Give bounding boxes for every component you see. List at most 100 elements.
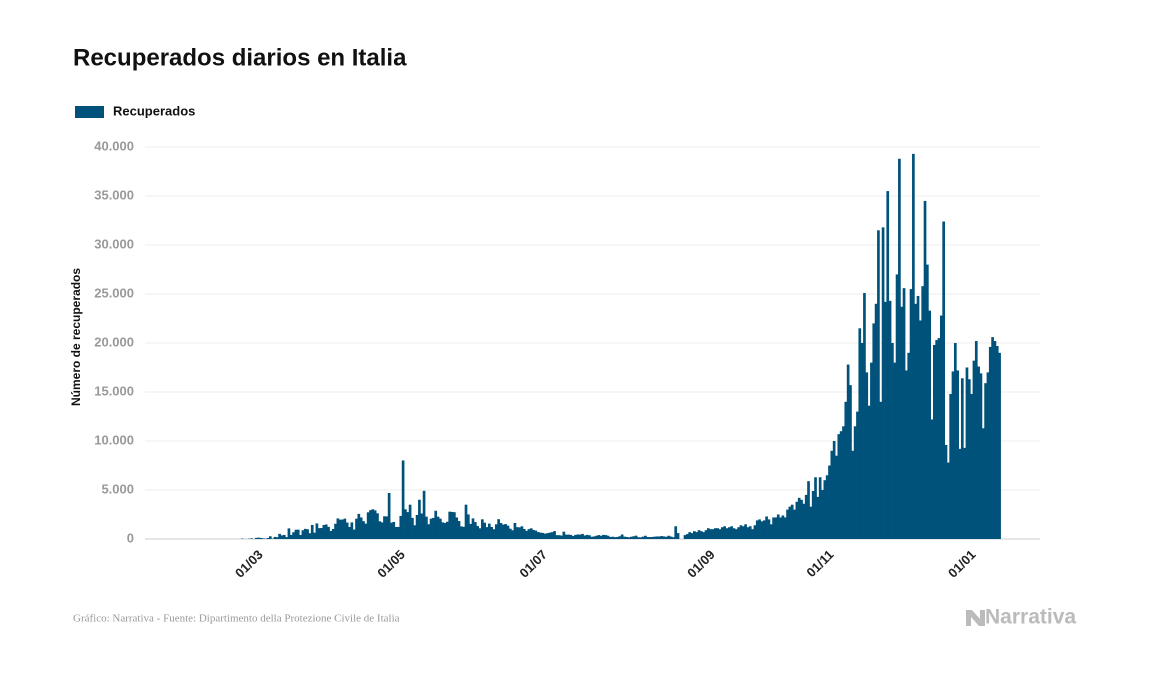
bar [376,513,379,539]
y-tick-label: 20.000 [94,334,134,349]
bar [541,532,545,539]
bar [755,520,759,539]
bar [581,533,584,539]
bar [779,517,782,539]
bar [292,532,295,539]
bar [380,522,384,539]
bar [974,341,978,539]
bar [289,534,293,539]
bar [599,535,603,539]
bar [884,301,887,539]
bar [308,533,312,539]
bar [467,514,470,539]
bar [415,514,419,539]
bar [748,526,752,539]
bar [250,538,253,539]
bar [762,520,766,539]
legend-swatch [75,106,104,118]
bar [480,519,484,539]
bar [630,536,633,539]
bar [790,504,794,539]
bar [261,538,265,539]
bar [718,529,722,539]
bar [998,352,1001,539]
bar [651,536,654,539]
bar [916,295,920,539]
bar [455,517,459,539]
bar [856,411,859,539]
bar [863,293,866,539]
x-tick-label: 01/05 [374,547,408,581]
source-note: Gráfico: Narrativa - Fuente: Dipartiment… [73,613,400,625]
bar [280,535,284,539]
bar [977,366,980,539]
bar [823,480,827,539]
bar [490,526,493,539]
bar [436,516,440,539]
bar [627,537,631,539]
bar [690,533,694,539]
bar [364,523,368,539]
bar [460,526,463,539]
bar [257,537,260,539]
bar [439,518,442,539]
bar [350,522,354,539]
bar [359,517,363,539]
bar [336,518,340,539]
bar [462,526,466,539]
bar [362,521,365,539]
bar [765,516,768,539]
bar [341,519,344,539]
bar [273,536,277,539]
bar [434,510,438,539]
bar [772,517,775,539]
bar [385,516,389,539]
bar [886,191,890,539]
bar [804,494,808,539]
bar [809,506,813,539]
bar [909,289,913,539]
bar [639,537,643,539]
bar [555,535,559,539]
bar [818,477,822,539]
bar [891,343,894,539]
bar [700,531,703,539]
bar [562,531,566,539]
bar [329,530,333,539]
bar [369,510,372,539]
bar [837,434,841,539]
bar [557,535,561,539]
bar [588,535,591,539]
bar [986,372,990,539]
bar [413,525,417,539]
bar [352,529,356,539]
bar [988,346,992,539]
bar [769,524,773,539]
bar [420,513,424,539]
bar [313,532,316,539]
bar [450,511,454,539]
bar [425,516,428,539]
bar [669,536,673,539]
bar [713,528,717,539]
bar [378,521,382,539]
bar [373,510,377,539]
bar [716,528,719,539]
bar [951,371,955,539]
bar [567,534,570,539]
bar [842,426,845,539]
bar [569,534,573,539]
bar [397,526,400,539]
bar [709,529,712,539]
bar [662,536,666,539]
bar [923,200,927,539]
bar [781,515,785,539]
brand-icon [966,610,985,626]
bar [949,393,952,539]
bar [970,393,973,539]
bar [984,383,987,539]
bar [285,537,288,539]
bar [366,512,370,539]
bar [960,378,964,539]
bar [387,493,391,539]
